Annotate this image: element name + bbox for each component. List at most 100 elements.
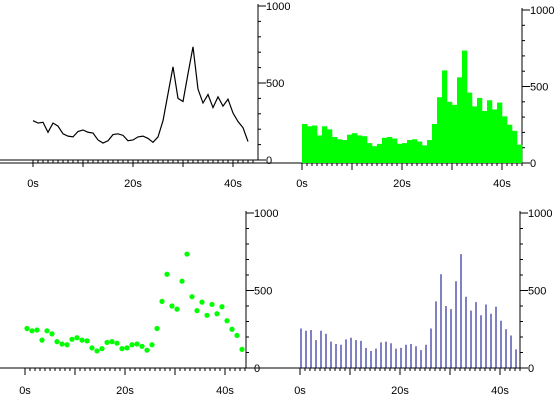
- bar: [327, 129, 333, 163]
- bar: [467, 92, 473, 163]
- scatter-point: [219, 304, 225, 310]
- bar: [337, 139, 343, 163]
- scatter-point: [134, 341, 140, 347]
- scatter-point: [199, 299, 205, 305]
- bar: [322, 126, 328, 163]
- bar: [382, 137, 388, 163]
- y-tick-label: 500: [528, 286, 546, 298]
- y-tick-label: 500: [254, 286, 272, 298]
- scatter-point: [89, 345, 95, 351]
- bar: [362, 136, 368, 163]
- y-tick-label: 0: [530, 158, 536, 170]
- bar: [437, 97, 443, 163]
- scatter-point: [154, 325, 160, 332]
- bar: [417, 141, 423, 163]
- bar: [512, 130, 518, 163]
- scatter-point: [59, 341, 65, 347]
- scatter-point: [179, 278, 185, 284]
- bar: [507, 124, 513, 163]
- x-tick-label: 20s: [116, 385, 134, 397]
- scatter-point: [229, 326, 235, 332]
- x-tick-label: 0s: [294, 385, 306, 397]
- bar: [372, 146, 378, 163]
- scatter-point: [174, 306, 180, 312]
- x-tick-label: 20s: [391, 385, 409, 397]
- scatter-point: [214, 311, 220, 317]
- scatter-point: [124, 345, 130, 351]
- y-tick-label: 1000: [266, 1, 290, 13]
- bar: [477, 97, 483, 163]
- scatter-point: [159, 298, 165, 304]
- scatter-point: [24, 325, 30, 332]
- bar: [332, 136, 338, 163]
- scatter-point: [84, 338, 90, 344]
- blue-stem-chart-panel: 0s 20s 40s 0 500 1000: [0, 208, 552, 397]
- x-tick-label: 20s: [393, 178, 411, 190]
- x-tick-label: 0s: [27, 178, 39, 190]
- scatter-point: [29, 328, 35, 334]
- green-scatter-chart-panel: 0s 20s 40s 0 500 1000: [0, 208, 278, 397]
- bar: [442, 70, 448, 163]
- y-tick-label: 0: [266, 155, 272, 167]
- scatter-point: [69, 336, 75, 342]
- scatter-point: [99, 346, 105, 352]
- scatter-point: [209, 301, 215, 308]
- scatter-point: [194, 308, 200, 314]
- x-tick-label: 0s: [296, 178, 308, 190]
- bar: [397, 143, 403, 163]
- scatter-point: [39, 337, 45, 343]
- bar: [427, 140, 433, 163]
- bar: [447, 101, 453, 163]
- scatter-point: [184, 251, 190, 257]
- bar: [377, 143, 383, 163]
- scatter-point: [149, 342, 155, 348]
- y-tick-label: 1000: [530, 5, 554, 17]
- scatter-point: [119, 346, 125, 352]
- bar: [482, 110, 488, 163]
- green-bar-chart-panel: 0s 20s 40s 0 500 1000: [0, 5, 554, 190]
- bar: [387, 136, 393, 163]
- y-tick-label: 0: [528, 363, 534, 375]
- bar: [497, 102, 503, 163]
- bar: [352, 133, 358, 163]
- bar: [407, 140, 413, 163]
- scatter-point: [64, 342, 70, 348]
- bar: [472, 106, 478, 163]
- line-chart-panel: 0s 20s 40s 0 500 1000: [0, 1, 290, 190]
- bar: [392, 138, 398, 163]
- x-tick-label: 20s: [124, 178, 142, 190]
- bar: [422, 145, 428, 163]
- y-tick-label: 1000: [254, 208, 278, 220]
- bar: [402, 143, 408, 163]
- y-tick-label: 1000: [528, 208, 552, 220]
- scatter-point: [74, 335, 80, 341]
- scatter-point: [54, 339, 60, 345]
- scatter-point: [164, 271, 170, 277]
- scatter-point: [139, 343, 145, 349]
- scatter-point: [104, 339, 110, 346]
- bar: [502, 116, 508, 163]
- scatter-point: [34, 327, 40, 333]
- bar: [317, 135, 323, 163]
- x-tick-label: 40s: [224, 178, 242, 190]
- y-tick-label: 500: [530, 82, 548, 94]
- scatter-point: [129, 342, 135, 348]
- x-tick-label: 40s: [493, 178, 511, 190]
- y-tick-label: 500: [266, 78, 284, 90]
- bar: [432, 123, 438, 163]
- bar: [342, 140, 348, 163]
- bar: [367, 143, 373, 163]
- series-line: [32, 46, 249, 144]
- bar: [462, 50, 468, 163]
- bar: [517, 144, 523, 163]
- bar: [312, 125, 318, 163]
- scatter-point: [204, 312, 210, 318]
- scatter-point: [239, 346, 245, 352]
- scatter-point: [169, 303, 175, 309]
- x-tick-label: 40s: [216, 385, 234, 397]
- bar: [357, 135, 363, 163]
- scatter-point: [44, 328, 50, 334]
- y-tick-label: 0: [254, 363, 260, 375]
- bar: [492, 109, 498, 163]
- bar: [307, 126, 313, 163]
